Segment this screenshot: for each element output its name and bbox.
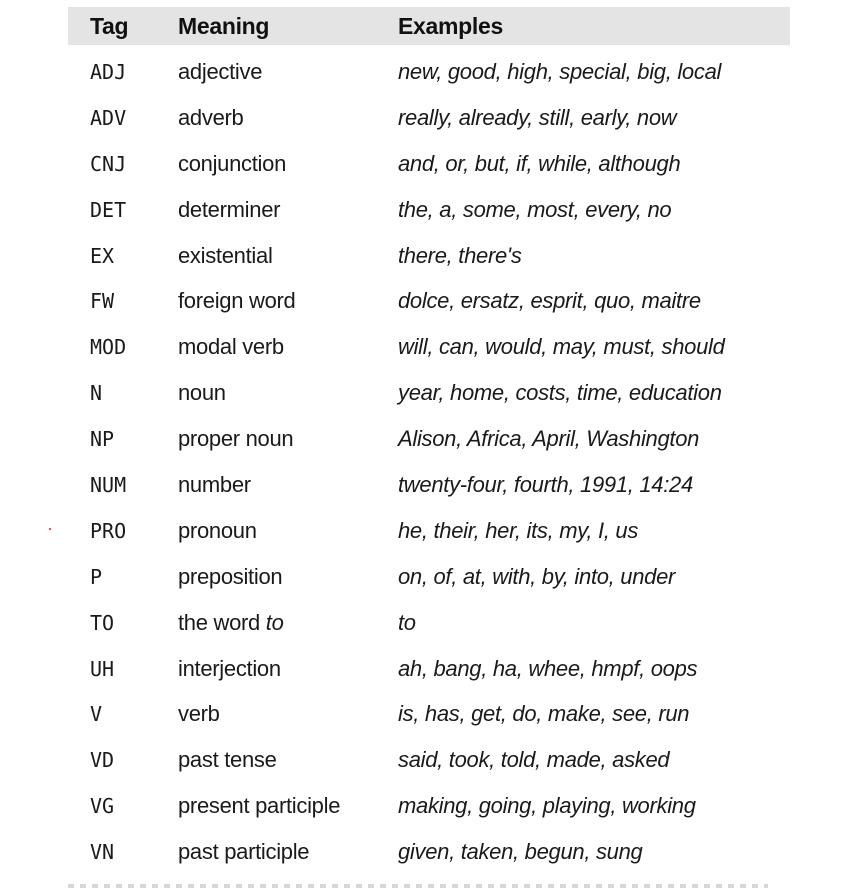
meaning-cell: interjection [178, 655, 281, 681]
meaning-cell: noun [178, 380, 226, 406]
table-row: ADV adverb really, already, still, early… [68, 95, 790, 141]
table-row: P preposition on, of, at, with, by, into… [68, 554, 790, 600]
header-examples: Examples [398, 12, 503, 39]
tag-cell: V [90, 702, 103, 727]
tag-cell: ADV [90, 105, 127, 130]
table-row: V verb is, has, get, do, make, see, run [68, 691, 790, 737]
examples-cell: to [398, 609, 416, 635]
table-row: CNJ conjunction and, or, but, if, while,… [68, 141, 790, 187]
table-row: TO the word to to [68, 600, 790, 646]
examples-cell: ah, bang, ha, whee, hmpf, oops [398, 655, 698, 681]
meaning-cell: determiner [178, 196, 281, 222]
table-row: ADJ adjective new, good, high, special, … [68, 49, 790, 95]
meaning-cell: foreign word [178, 288, 296, 314]
meaning-cell: conjunction [178, 150, 286, 176]
tag-cell: ADJ [90, 59, 127, 84]
table-row: EX existential there, there's [68, 233, 790, 279]
examples-cell: is, has, get, do, make, see, run [398, 701, 690, 727]
examples-cell: on, of, at, with, by, into, under [398, 563, 676, 589]
examples-cell: given, taken, begun, sung [398, 839, 643, 865]
tag-cell: PRO [90, 518, 127, 543]
tag-cell: UH [90, 656, 115, 681]
examples-cell: the, a, some, most, every, no [398, 196, 672, 222]
tag-cell: P [90, 564, 103, 589]
examples-cell: really, already, still, early, now [398, 104, 677, 130]
examples-cell: there, there's [398, 242, 522, 268]
meaning-cell: verb [178, 701, 220, 727]
examples-cell: new, good, high, special, big, local [398, 58, 722, 84]
examples-cell: he, their, her, its, my, I, us [398, 517, 639, 543]
tag-cell: FW [90, 289, 115, 314]
cropped-next-line [68, 884, 768, 888]
examples-cell: making, going, playing, working [398, 793, 696, 819]
table-row: FW foreign word dolce, ersatz, esprit, q… [68, 278, 790, 324]
table-row: PRO pronoun he, their, her, its, my, I, … [68, 508, 790, 554]
tag-cell: CNJ [90, 151, 127, 176]
meaning-emphasis: to [265, 609, 284, 635]
meaning-cell: past participle [178, 839, 310, 865]
tag-cell: N [90, 381, 103, 406]
meaning-cell: pronoun [178, 517, 257, 543]
table-row: DET determiner the, a, some, most, every… [68, 187, 790, 233]
examples-cell: year, home, costs, time, education [398, 380, 722, 406]
tag-cell: EX [90, 243, 115, 268]
table-row: UH interjection ah, bang, ha, whee, hmpf… [68, 646, 790, 692]
table-row: VN past participle given, taken, begun, … [68, 829, 790, 875]
tag-cell: VG [90, 794, 115, 819]
examples-cell: and, or, but, if, while, although [398, 150, 681, 176]
tag-cell: VD [90, 748, 115, 773]
table-row: VD past tense said, took, told, made, as… [68, 737, 790, 783]
meaning-cell: adverb [178, 104, 244, 130]
header-tag: Tag [90, 12, 129, 39]
tag-cell: VN [90, 840, 115, 865]
table-row: N noun year, home, costs, time, educatio… [68, 370, 790, 416]
table-row: MOD modal verb will, can, would, may, mu… [68, 324, 790, 370]
header-meaning: Meaning [178, 12, 270, 39]
meaning-cell: modal verb [178, 334, 284, 360]
meaning-cell: present participle [178, 793, 341, 819]
examples-cell: dolce, ersatz, esprit, quo, maitre [398, 288, 701, 314]
pos-tag-table: Tag Meaning Examples ADJ adjective new, … [68, 7, 790, 875]
tag-cell: TO [90, 610, 115, 635]
stray-dot-mark [49, 528, 51, 530]
examples-cell: said, took, told, made, asked [398, 747, 670, 773]
examples-cell: twenty-four, fourth, 1991, 14:24 [398, 471, 693, 497]
tag-cell: DET [90, 197, 127, 222]
table-row: NP proper noun Alison, Africa, April, Wa… [68, 416, 790, 462]
meaning-cell: past tense [178, 747, 277, 773]
meaning-prefix: the word [178, 609, 266, 635]
examples-cell: Alison, Africa, April, Washington [398, 426, 700, 452]
meaning-cell: number [178, 471, 251, 497]
tag-cell: NP [90, 427, 115, 452]
tag-cell: MOD [90, 335, 127, 360]
tag-cell: NUM [90, 472, 127, 497]
meaning-cell: proper noun [178, 426, 294, 452]
examples-cell: will, can, would, may, must, should [398, 334, 725, 360]
meaning-cell: the word to [178, 600, 284, 646]
table-header-row: Tag Meaning Examples [68, 7, 790, 45]
meaning-cell: adjective [178, 58, 263, 84]
meaning-cell: existential [178, 242, 273, 268]
table-row: NUM number twenty-four, fourth, 1991, 14… [68, 462, 790, 508]
meaning-cell: preposition [178, 563, 283, 589]
table-row: VG present participle making, going, pla… [68, 783, 790, 829]
